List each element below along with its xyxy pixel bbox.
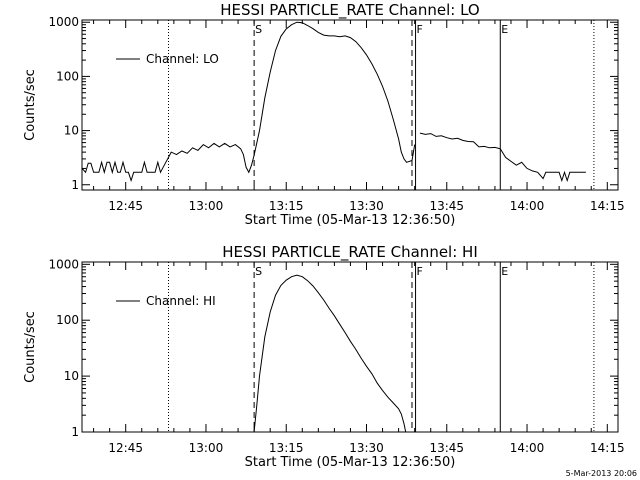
series-line — [419, 132, 586, 183]
x-tick-label: 13:45 — [429, 199, 464, 213]
y-axis-label: Counts/sec — [23, 69, 38, 141]
x-tick-label: 14:15 — [590, 441, 625, 455]
y-tick-label: 1000 — [48, 15, 79, 29]
plot-frame — [81, 261, 619, 433]
x-tick-label: 13:45 — [429, 441, 464, 455]
y-tick-label: 10 — [64, 124, 79, 138]
y-tick-label: 1 — [71, 178, 79, 192]
marker-label: E — [501, 265, 508, 278]
series-line — [81, 21, 416, 183]
y-tick-label: 1000 — [48, 257, 79, 271]
plot-frame — [81, 19, 619, 191]
marker-label: F — [417, 265, 423, 278]
y-tick-label: 1 — [71, 425, 79, 439]
x-tick-label: 14:15 — [590, 199, 625, 213]
x-axis-label: Start Time (05-Mar-13 12:36:50) — [245, 213, 456, 228]
x-tick-label: 13:00 — [189, 441, 224, 455]
y-tick-label: 100 — [56, 69, 79, 83]
y-tick-label: 10 — [64, 369, 79, 383]
x-axis-label: Start Time (05-Mar-13 12:36:50) — [245, 455, 456, 470]
legend-label: Channel: LO — [146, 52, 219, 66]
y-axis-label: Counts/sec — [23, 311, 38, 383]
x-tick-label: 13:15 — [269, 199, 304, 213]
x-tick-label: 13:15 — [269, 441, 304, 455]
chart-title: HESSI PARTICLE_RATE Channel: HI — [222, 243, 478, 262]
series-line — [253, 274, 407, 433]
x-tick-label: 14:00 — [510, 441, 545, 455]
x-tick-label: 13:30 — [349, 199, 384, 213]
marker-label: S — [255, 265, 262, 278]
x-tick-label: 13:30 — [349, 441, 384, 455]
footer-timestamp: 5-Mar-2013 20:06 — [566, 469, 637, 478]
x-tick-label: 12:45 — [108, 199, 143, 213]
panel-lo: HESSI PARTICLE_RATE Channel: LO 12:45 13:0… — [23, 1, 625, 228]
x-tick-label: 13:00 — [189, 199, 224, 213]
panel-hi: HESSI PARTICLE_RATE Channel: HI 12:45 13:0… — [23, 243, 625, 470]
legend-label: Channel: HI — [146, 294, 216, 308]
x-tick-label: 14:00 — [510, 199, 545, 213]
x-tick-label: 12:45 — [108, 441, 143, 455]
marker-label: E — [501, 23, 508, 36]
marker-label: F — [417, 23, 423, 36]
marker-label: S — [255, 23, 262, 36]
y-tick-label: 100 — [56, 313, 79, 327]
chart-title: HESSI PARTICLE_RATE Channel: LO — [220, 1, 479, 20]
